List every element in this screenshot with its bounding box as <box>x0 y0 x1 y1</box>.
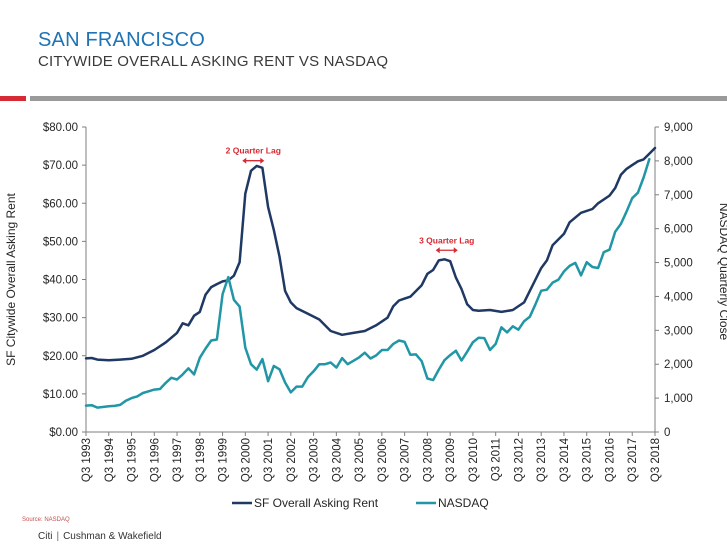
footer: Citi | Cushman & Wakefield <box>38 531 162 542</box>
annotation-label: 3 Quarter Lag <box>419 235 474 245</box>
x-tick-label: Q3 2007 <box>400 438 412 482</box>
left-tick-label: $40.00 <box>43 275 78 287</box>
x-tick-label: Q3 2016 <box>604 438 616 482</box>
right-tick-label: 2,000 <box>664 359 693 371</box>
x-tick-label: Q3 2017 <box>627 438 639 482</box>
x-tick-label: Q3 2004 <box>331 437 343 482</box>
footer-brand-left: Citi <box>38 531 53 542</box>
accent-bar <box>0 96 26 101</box>
x-tick-label: Q3 1999 <box>218 438 230 482</box>
right-tick-label: 7,000 <box>664 190 693 202</box>
rent-series-line <box>84 146 657 362</box>
left-tick-label: $20.00 <box>43 351 78 363</box>
legend-nasdaq-label: NASDAQ <box>438 496 489 510</box>
right-tick-label: 0 <box>664 427 670 439</box>
y-left-axis-title: SF Citywide Overall Asking Rent <box>4 192 18 365</box>
right-tick-label: 4,000 <box>664 291 693 303</box>
x-tick-label: Q3 2015 <box>582 438 594 482</box>
x-tick-label: Q3 2000 <box>240 438 252 482</box>
left-tick-label: $30.00 <box>43 313 78 325</box>
x-tick-label: Q3 2002 <box>286 438 298 482</box>
annotation-label: 2 Quarter Lag <box>226 146 281 156</box>
x-tick-label: Q3 2001 <box>263 438 275 482</box>
x-tick-label: Q3 1997 <box>172 438 184 482</box>
x-tick-label: Q3 1996 <box>149 438 161 482</box>
annotation-arrowhead-right <box>260 157 265 164</box>
left-tick-label: $60.00 <box>43 198 78 210</box>
source-note: Source: NASDAQ <box>22 517 70 523</box>
x-tick-label: Q3 2013 <box>536 438 548 482</box>
x-tick-label: Q3 2003 <box>309 438 321 482</box>
chart: $0.00 $10.00 $20.00 $30.00 $40.00 $50.00 $60.0… <box>4 122 727 510</box>
x-tick-label: Q3 1995 <box>127 438 139 482</box>
footer-brand-right: Cushman & Wakefield <box>63 531 162 542</box>
right-tick-label: 9,000 <box>664 122 693 134</box>
right-tick-label: 8,000 <box>664 156 693 168</box>
x-tick-label: Q3 2005 <box>354 438 366 482</box>
x-tick-label: Q3 2011 <box>491 438 503 481</box>
x-tick-label: Q3 2012 <box>513 438 525 482</box>
page-subtitle: CITYWIDE OVERALL ASKING RENT VS NASDAQ <box>38 53 389 70</box>
right-tick-label: 6,000 <box>664 224 693 236</box>
y-right-axis-title: NASDAQ Quarterly Close <box>717 203 727 341</box>
x-tick-label: Q3 2009 <box>445 438 457 482</box>
footer-separator: | <box>56 531 60 542</box>
nasdaq-series-line <box>84 157 651 409</box>
right-tick-label: 5,000 <box>664 258 693 270</box>
right-tick-label: 3,000 <box>664 325 693 337</box>
annotation-arrowhead-right <box>453 247 458 254</box>
annotation-arrowhead-left <box>435 247 440 254</box>
left-tick-label: $80.00 <box>43 122 78 134</box>
x-tick-label: Q3 2010 <box>468 438 480 482</box>
x-tick-label: Q3 1994 <box>104 437 116 482</box>
x-tick-label: Q3 2018 <box>650 438 662 482</box>
page-title: SAN FRANCISCO <box>38 29 206 51</box>
x-tick-label: Q3 2006 <box>377 438 389 482</box>
left-tick-label: $10.00 <box>43 389 78 401</box>
annotation-arrowhead-left <box>242 157 247 164</box>
divider-bar <box>30 96 727 101</box>
left-tick-label: $0.00 <box>49 427 78 439</box>
left-tick-label: $70.00 <box>43 160 78 172</box>
x-tick-label: Q3 2014 <box>559 437 571 482</box>
right-tick-label: 1,000 <box>664 393 693 405</box>
x-tick-label: Q3 1998 <box>195 438 207 482</box>
x-tick-label: Q3 2008 <box>422 438 434 482</box>
left-tick-label: $50.00 <box>43 236 78 248</box>
x-tick-label: Q3 1993 <box>81 438 93 482</box>
legend-rent-label: SF Overall Asking Rent <box>254 496 379 510</box>
